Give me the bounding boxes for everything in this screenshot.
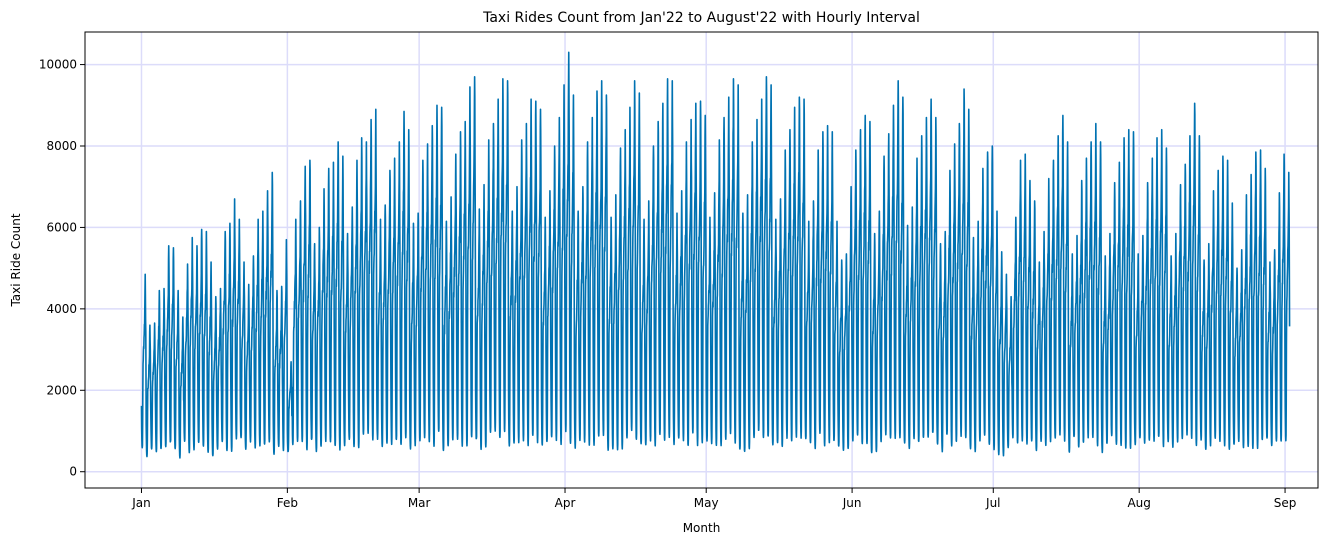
x-tick-label: Aug: [1127, 496, 1150, 510]
y-tick-label: 2000: [46, 383, 77, 397]
x-tick-label: Mar: [408, 496, 431, 510]
x-axis-label: Month: [683, 521, 721, 535]
y-tick-label: 0: [69, 465, 77, 479]
series-line: [140, 51, 1291, 459]
y-tick-label: 6000: [46, 220, 77, 234]
plot-frame: [84, 31, 1319, 489]
x-axis-ticks: Jan Feb Mar Apr May Jun Jul Aug Sep: [131, 488, 1296, 510]
x-tick-label: Apr: [555, 496, 576, 510]
x-tick-label: Jul: [985, 496, 1000, 510]
x-tick-label: Jan: [131, 496, 151, 510]
x-tick-label: Jun: [842, 496, 862, 510]
chart-title: Taxi Rides Count from Jan'22 to August'2…: [482, 10, 920, 26]
plot-area: [140, 51, 1291, 459]
x-tick-label: Sep: [1274, 496, 1297, 510]
y-tick-label: 4000: [46, 302, 77, 316]
x-tick-label: Feb: [277, 496, 298, 510]
y-axis-label: Taxi Ride Count: [9, 213, 23, 307]
x-tick-label: May: [694, 496, 719, 510]
y-tick-label: 8000: [46, 139, 77, 153]
y-tick-label: 10000: [39, 58, 77, 72]
y-axis-ticks: 0 2000 4000 6000 8000 10000: [39, 58, 85, 479]
